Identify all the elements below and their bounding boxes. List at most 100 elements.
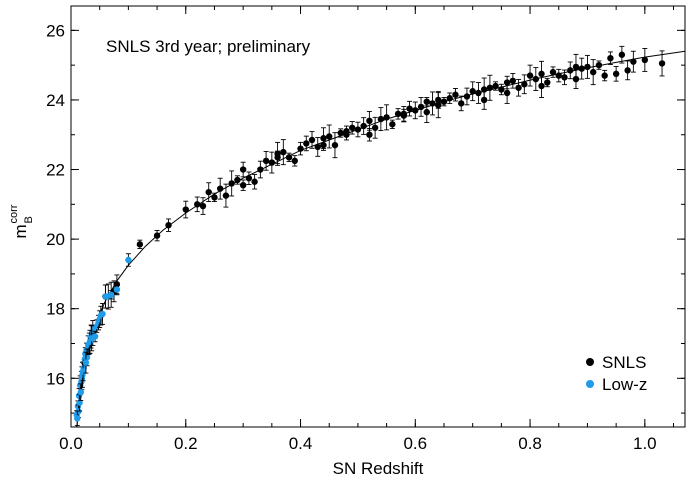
low-z-point bbox=[83, 354, 91, 361]
snls-point bbox=[153, 232, 161, 239]
low-z-point bbox=[79, 368, 87, 375]
snls-point bbox=[331, 141, 339, 149]
legend: SNLS Low-z bbox=[586, 353, 647, 394]
y-tick-label: 16 bbox=[46, 369, 65, 388]
snls-point bbox=[555, 72, 562, 79]
snls-point bbox=[245, 175, 253, 182]
low-z-point bbox=[82, 359, 90, 366]
legend-marker-snls bbox=[586, 358, 594, 366]
snls-point bbox=[572, 63, 580, 71]
snls-point bbox=[165, 221, 172, 229]
snls-point bbox=[658, 60, 666, 67]
low-z-point bbox=[113, 286, 121, 293]
y-tick-label: 26 bbox=[46, 21, 65, 40]
y-tick-label: 20 bbox=[46, 230, 65, 249]
snls-point bbox=[354, 126, 362, 133]
snls-point bbox=[618, 51, 626, 58]
snls-point bbox=[412, 107, 419, 114]
snls-point bbox=[326, 133, 333, 140]
snls-point bbox=[578, 65, 585, 72]
snls-point bbox=[182, 206, 189, 213]
snls-point bbox=[297, 145, 304, 152]
x-tick-label: 0.6 bbox=[403, 434, 427, 453]
snls-point bbox=[211, 194, 218, 201]
snls-point bbox=[406, 105, 413, 112]
y-tick-label: 24 bbox=[46, 91, 65, 110]
snls-point bbox=[538, 82, 545, 90]
snls-point bbox=[515, 84, 522, 91]
snls-point bbox=[239, 181, 247, 189]
snls-point bbox=[435, 96, 442, 104]
y-tick-label: 22 bbox=[46, 161, 65, 180]
legend-label-low-z: Low-z bbox=[602, 375, 647, 394]
snls-point bbox=[498, 86, 505, 93]
x-tick-label: 0.8 bbox=[518, 434, 542, 453]
low-z-point bbox=[76, 399, 83, 406]
low-z-point bbox=[107, 291, 115, 298]
snls-point bbox=[526, 72, 534, 79]
legend-marker-low-z bbox=[586, 380, 594, 388]
snls-point bbox=[567, 67, 574, 74]
snls-point bbox=[440, 98, 448, 105]
snls-point bbox=[452, 91, 459, 98]
snls-point bbox=[544, 79, 551, 86]
snls-point bbox=[314, 143, 321, 151]
snls-point bbox=[417, 103, 425, 111]
snls-point bbox=[383, 114, 390, 121]
snls-point bbox=[423, 98, 430, 105]
snls-point bbox=[532, 75, 540, 83]
snls-point bbox=[136, 241, 144, 248]
snls-point bbox=[601, 72, 608, 79]
snls-point bbox=[480, 96, 488, 104]
snls-point bbox=[624, 67, 631, 74]
snls-point bbox=[239, 166, 247, 173]
y-axis-label-superscript: corr bbox=[8, 204, 20, 223]
snls-point bbox=[366, 117, 373, 125]
snls-point bbox=[612, 70, 620, 78]
low-z-point bbox=[125, 256, 132, 264]
snls-point bbox=[291, 157, 298, 165]
snls-point bbox=[584, 63, 591, 71]
snls-point bbox=[308, 136, 316, 144]
snls-point bbox=[446, 95, 453, 102]
snls-point bbox=[509, 77, 517, 85]
low-z-point bbox=[77, 389, 84, 396]
snls-point bbox=[262, 157, 270, 165]
low-z-point bbox=[88, 335, 95, 342]
x-tick-label: 0.4 bbox=[289, 434, 313, 453]
snls-point bbox=[222, 192, 230, 199]
snls-point bbox=[641, 56, 649, 64]
snls-point bbox=[429, 100, 436, 107]
snls-point bbox=[538, 70, 545, 78]
snls-point bbox=[561, 74, 568, 81]
snls-point bbox=[549, 68, 557, 76]
snls-point bbox=[360, 122, 367, 130]
legend-label-snls: SNLS bbox=[602, 353, 646, 372]
snls-point bbox=[348, 124, 356, 131]
chart-annotation: SNLS 3rd year; preliminary bbox=[106, 37, 311, 56]
snls-point bbox=[257, 166, 264, 173]
snls-point bbox=[389, 121, 396, 128]
snls-point bbox=[595, 61, 603, 69]
x-tick-label: 0.2 bbox=[174, 434, 198, 453]
snls-point bbox=[234, 176, 241, 184]
snls-point bbox=[394, 110, 402, 118]
snls-point bbox=[205, 188, 212, 196]
snls-point bbox=[630, 58, 637, 65]
snls-point bbox=[251, 178, 258, 185]
snls-point bbox=[377, 115, 385, 123]
x-axis-label: SN Redshift bbox=[333, 459, 424, 478]
snls-point bbox=[607, 54, 614, 62]
snls-point bbox=[366, 131, 373, 138]
snls-point bbox=[475, 89, 482, 97]
snls-point bbox=[492, 82, 499, 90]
snls-point bbox=[343, 128, 350, 135]
snls-point bbox=[280, 148, 287, 156]
y-axis-label-main: m bbox=[11, 224, 30, 238]
snls-point bbox=[303, 140, 310, 147]
snls-point bbox=[400, 110, 408, 118]
snls-point bbox=[268, 159, 276, 166]
plot-frame bbox=[70, 5, 686, 428]
snls-point bbox=[469, 88, 476, 95]
